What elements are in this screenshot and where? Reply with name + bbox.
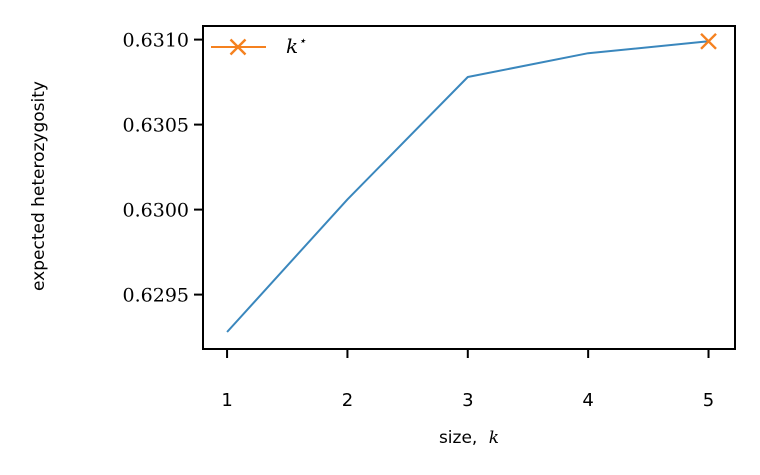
- y-tick-label: 0.6310: [123, 30, 189, 52]
- series-layer: [226, 32, 717, 333]
- x-axis-label: size, k: [439, 428, 499, 448]
- x-axis-label-variable: k: [489, 428, 499, 448]
- ticks: 1 2 3 4 5 0.6295 0.6300 0.6305 0.6310: [123, 30, 715, 411]
- x-axis-label-prefix: size,: [439, 428, 477, 448]
- x-axis-title: size, k: [439, 428, 499, 448]
- y-axis-label: expected heterozygosity: [29, 81, 49, 291]
- legend: k⋆: [211, 34, 306, 58]
- plot-frame: [202, 25, 736, 350]
- legend-label: k⋆: [286, 34, 306, 58]
- y-tick-label: 0.6300: [123, 200, 189, 222]
- x-tick-label: 3: [462, 390, 473, 411]
- y-tick-label: 0.6305: [123, 115, 189, 137]
- y-axis-title: expected heterozygosity: [29, 81, 49, 291]
- legend-label-base: k: [286, 34, 298, 58]
- legend-label-sup: ⋆: [298, 34, 306, 49]
- y-tick-label: 0.6295: [123, 285, 189, 307]
- k-star-marker: [700, 32, 717, 50]
- x-tick-label: 1: [221, 390, 232, 411]
- x-tick-label: 2: [342, 390, 353, 411]
- x-tick-label: 4: [582, 390, 593, 411]
- series-line: [226, 40, 709, 333]
- legend-x-marker: [229, 38, 247, 56]
- x-tick-label: 5: [703, 390, 714, 411]
